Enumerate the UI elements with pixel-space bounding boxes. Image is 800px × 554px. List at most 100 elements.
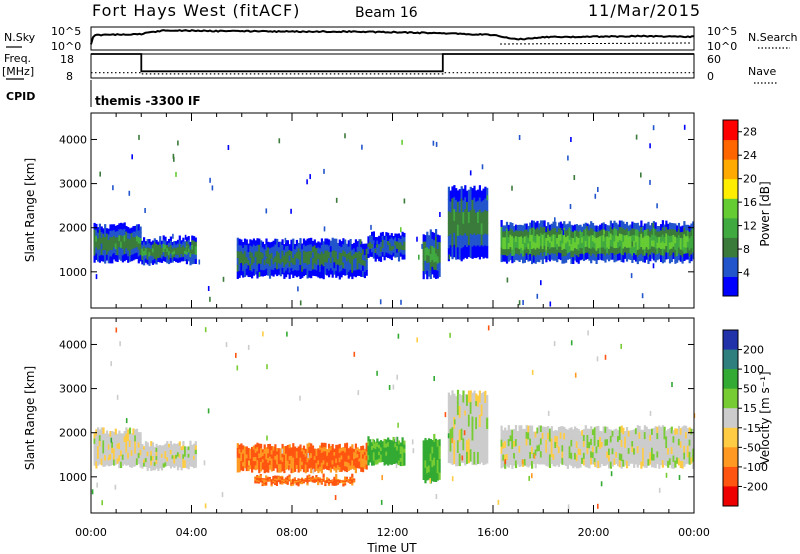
scatter-cell xyxy=(660,224,663,231)
scatter-cell xyxy=(331,481,334,483)
scatter-cell xyxy=(586,441,589,449)
scatter-cell xyxy=(288,475,291,478)
scatter-cell xyxy=(660,458,663,466)
scatter-cell xyxy=(277,480,280,483)
scatter-cell xyxy=(315,480,318,483)
station-title: Fort Hays West (fitACF) xyxy=(92,1,300,20)
sparse-echo xyxy=(112,254,114,260)
scatter-cell xyxy=(438,465,441,474)
scatter-cell xyxy=(251,467,254,473)
scatter-cell xyxy=(360,450,363,455)
scatter-cell xyxy=(320,238,323,246)
scatter-cell xyxy=(130,455,133,463)
scatter-cell xyxy=(627,236,630,243)
scatter-cell xyxy=(399,242,402,247)
scatter-cell xyxy=(523,230,526,238)
scatter-cell xyxy=(647,435,650,442)
scatter-cell xyxy=(633,454,636,462)
scatter-cell xyxy=(164,249,167,254)
scatter-cell xyxy=(111,250,114,257)
scatter-cell xyxy=(674,256,677,264)
scatter-cell xyxy=(538,248,541,256)
sparse-echo xyxy=(603,229,605,235)
scatter-cell xyxy=(674,460,677,468)
scatter-cell xyxy=(581,253,584,260)
scatter-cell xyxy=(550,426,553,433)
scatter-cell xyxy=(301,448,304,452)
scatter-cell xyxy=(563,248,566,257)
scatter-cell xyxy=(399,461,402,467)
scatter-cell xyxy=(403,452,406,458)
scatter-cell xyxy=(376,240,379,245)
scatter-cell xyxy=(429,253,432,263)
scatter-cell xyxy=(306,478,309,481)
scatter-cell xyxy=(301,477,304,480)
scatter-cell xyxy=(438,445,441,454)
scatter-cell xyxy=(617,248,620,255)
scatter-cell xyxy=(329,463,332,469)
scatter-cell xyxy=(604,426,607,434)
scatter-cell xyxy=(238,258,241,266)
scatter-cell xyxy=(104,230,107,238)
scatter-cell xyxy=(464,185,467,198)
scatter-cell xyxy=(557,440,561,448)
scatter-cell xyxy=(577,429,580,437)
scatter-cell xyxy=(121,236,124,244)
scatter-cell xyxy=(304,456,307,462)
scatter-cell xyxy=(538,457,541,465)
scatter-cell xyxy=(371,244,374,249)
scatter-cell xyxy=(98,446,101,453)
scatter-cell xyxy=(304,464,307,470)
scatter-cell xyxy=(295,480,298,483)
scatter-cell xyxy=(385,459,388,465)
scatter-cell xyxy=(270,481,273,484)
scatter-cell xyxy=(144,445,147,451)
scatter-cell xyxy=(333,478,336,481)
scatter-cell xyxy=(634,457,638,465)
scatter-cell xyxy=(518,432,521,440)
scatter-cell xyxy=(529,222,532,230)
scatter-cell xyxy=(455,188,458,201)
scatter-cell xyxy=(146,460,149,467)
scatter-cell xyxy=(279,479,282,482)
scatter-cell xyxy=(297,248,300,255)
scatter-cell xyxy=(609,429,612,437)
scatter-cell xyxy=(331,460,334,465)
scatter-cell xyxy=(547,439,550,447)
sparse-echo xyxy=(204,503,207,509)
scatter-cell xyxy=(328,251,331,259)
scatter-cell xyxy=(388,239,392,244)
scatter-cell xyxy=(593,433,596,441)
scatter-cell xyxy=(260,269,263,277)
scatter-cell xyxy=(692,448,695,456)
scatter-cell xyxy=(579,455,582,462)
scatter-cell xyxy=(475,429,478,442)
scatter-cell xyxy=(460,417,463,430)
scatter-cell xyxy=(504,447,507,456)
scatter-cell xyxy=(683,234,686,242)
scatter-cell xyxy=(586,460,589,468)
scatter-cell xyxy=(171,451,174,456)
scatter-cell xyxy=(98,255,101,263)
scatter-cell xyxy=(679,460,682,468)
scatter-cell xyxy=(529,235,532,242)
scatter-cell xyxy=(475,212,478,225)
scatter-cell xyxy=(335,477,338,481)
scatter-cell xyxy=(358,448,361,453)
scatter-cell xyxy=(575,255,578,263)
scatter-cell xyxy=(116,255,119,262)
sparse-echo xyxy=(518,135,521,140)
scatter-cell xyxy=(367,246,370,251)
scatter-cell xyxy=(435,229,438,238)
scatter-cell xyxy=(561,236,564,244)
scatter-cell xyxy=(561,432,564,440)
scatter-cell xyxy=(634,434,638,441)
scatter-cell xyxy=(692,252,695,260)
scatter-cell xyxy=(433,473,436,482)
scatter-cell xyxy=(677,235,681,242)
scatter-cell xyxy=(466,247,469,259)
scatter-cell xyxy=(292,462,295,468)
scatter-cell xyxy=(509,222,512,229)
sparse-echo xyxy=(449,332,451,338)
scatter-cell xyxy=(394,245,397,250)
